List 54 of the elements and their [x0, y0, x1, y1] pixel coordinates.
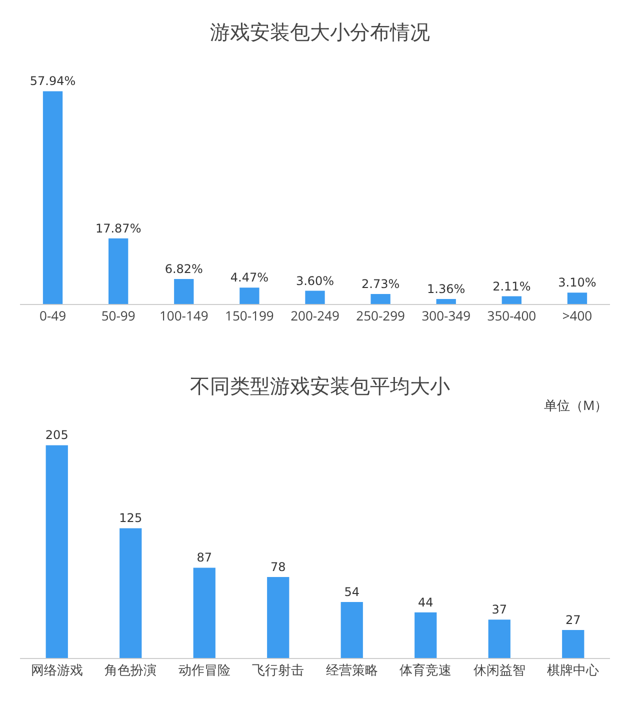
chart-title: 游戏安装包大小分布情况 [210, 20, 430, 44]
data-label: 57.94% [30, 74, 76, 88]
data-label: 125 [119, 511, 142, 526]
bar [370, 294, 390, 304]
data-label: 6.82% [164, 262, 203, 276]
data-label: 3.10% [558, 276, 596, 290]
x-tick-label: 飞行射击 [252, 660, 304, 679]
data-label: 1.36% [427, 282, 466, 296]
bar [502, 296, 522, 304]
chart-title: 不同类型游戏安装包平均大小 [190, 374, 450, 398]
bar [120, 528, 142, 658]
bar [174, 278, 194, 304]
bar [305, 290, 325, 304]
x-tick-label: 棋牌中心 [547, 660, 600, 679]
x-tick-label: 经营策略 [326, 660, 378, 679]
bar [340, 602, 363, 658]
data-label: 2.11% [492, 279, 531, 294]
x-tick-label: 网络游戏 [30, 660, 83, 679]
data-label: 3.60% [296, 274, 334, 288]
data-label: 27 [565, 612, 581, 627]
x-tick-label: >400 [562, 306, 592, 325]
data-label: 54 [344, 584, 360, 599]
x-tick-label: 角色扮演 [104, 660, 157, 679]
x-tick-label: 0-49 [40, 306, 66, 325]
x-tick-label: 250-299 [356, 306, 405, 325]
x-tick-label: 休闲益智 [473, 660, 526, 679]
data-label: 17.87% [95, 221, 142, 236]
bar [488, 620, 510, 658]
bar [267, 577, 290, 658]
data-label: 37 [492, 602, 508, 617]
x-tick-label: 50-99 [101, 306, 136, 325]
text: 单位（M） [544, 396, 608, 414]
data-label: 4.47% [230, 270, 269, 285]
x-tick-label: 300-349 [422, 306, 471, 325]
bar [240, 288, 260, 304]
bar [108, 238, 128, 304]
bar [46, 445, 68, 658]
bar [436, 299, 456, 304]
x-tick-label: 200-249 [290, 306, 340, 325]
bar [414, 612, 437, 658]
x-tick-label: 动作冒险 [178, 660, 230, 679]
bar [193, 568, 216, 658]
data-label: 205 [45, 428, 68, 442]
data-label: 44 [418, 595, 434, 610]
data-label: 2.73% [361, 276, 400, 291]
bar [42, 91, 63, 304]
bar [562, 630, 584, 658]
x-tick-label: 350-400 [487, 306, 536, 325]
data-label: 78 [270, 560, 286, 574]
data-label: 87 [196, 550, 212, 565]
x-tick-label: 150-199 [225, 306, 274, 325]
bar [567, 292, 588, 304]
x-tick-label: 体育竞速 [400, 660, 452, 679]
x-tick-label: 100-149 [159, 306, 208, 325]
